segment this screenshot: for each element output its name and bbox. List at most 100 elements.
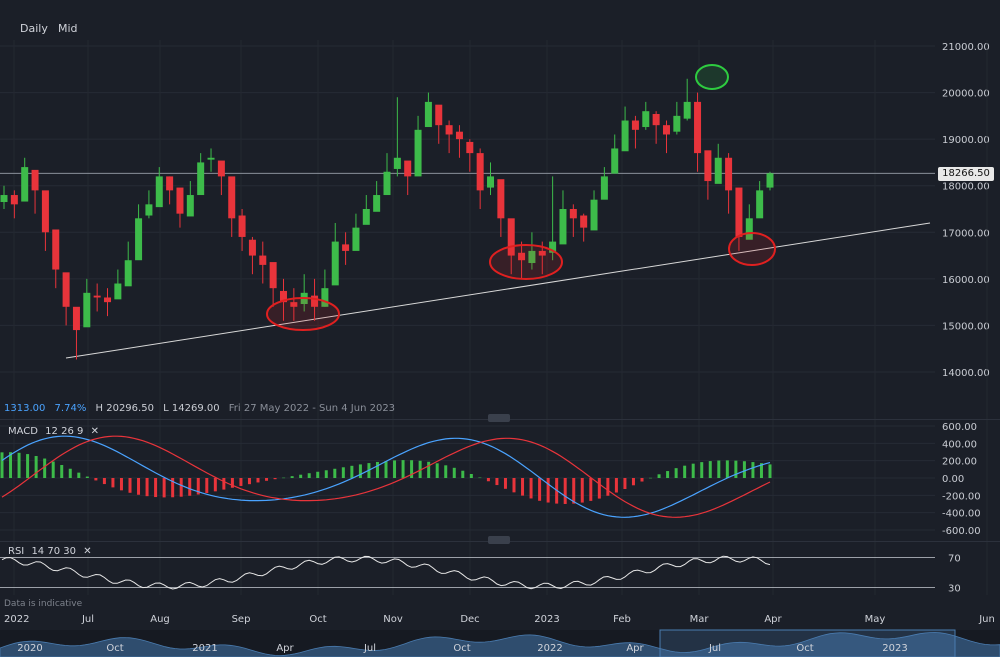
y-tick-label: 21000.00 — [942, 42, 990, 53]
macd-histogram-bar — [119, 478, 123, 491]
candle-body — [197, 162, 205, 196]
current-price-tag: 18266.50 — [938, 167, 994, 181]
support-trendline — [65, 222, 931, 359]
candle-body — [745, 218, 753, 240]
candle-body — [600, 176, 608, 200]
macd-histogram-bar — [452, 467, 456, 478]
candle-body — [714, 157, 722, 184]
candle-body — [342, 244, 350, 251]
candle-body — [694, 101, 702, 154]
x-tick-label: 2022 — [4, 614, 29, 625]
navigator-tick-label: Oct — [796, 643, 813, 654]
macd-histogram-bar — [154, 478, 158, 498]
macd-histogram-bar — [196, 478, 200, 495]
candle-body — [518, 252, 526, 261]
rsi-tick-label: 30 — [948, 584, 961, 595]
candle-body — [269, 262, 277, 289]
macd-histogram-bar — [410, 460, 414, 478]
macd-histogram-bar — [34, 456, 38, 478]
candle-body — [631, 120, 639, 130]
macd-histogram-bar — [666, 471, 670, 478]
disclaimer: Data is indicative — [4, 599, 83, 609]
candle-body — [311, 295, 319, 307]
macd-histogram-bar — [401, 460, 405, 478]
y-tick-label: 17000.00 — [942, 228, 990, 239]
candle-body — [569, 209, 577, 219]
macd-histogram-bar — [128, 478, 132, 493]
x-tick-label: Aug — [150, 614, 170, 625]
macd-title[interactable]: MACD 12 26 9 ✕ — [8, 426, 99, 437]
resize-handle[interactable] — [488, 414, 510, 422]
signal-line — [1, 435, 771, 518]
x-tick-label: Mar — [690, 614, 710, 625]
daily-timeframe-button[interactable]: Daily — [20, 22, 48, 35]
rsi-tick-label: 70 — [948, 554, 961, 565]
candle-body — [435, 104, 443, 126]
navigator-tick-label: 2020 — [17, 643, 42, 654]
close-icon[interactable]: ✕ — [83, 546, 92, 557]
macd-histogram-bar — [572, 478, 576, 504]
candle-body — [466, 141, 474, 154]
resize-handle[interactable] — [488, 536, 510, 544]
rsi-title[interactable]: RSI 14 70 30 ✕ — [8, 546, 92, 557]
macd-histogram-bar — [589, 478, 593, 501]
low-value: L 14269.00 — [163, 403, 220, 414]
macd-histogram-bar — [333, 468, 337, 478]
x-tick-label: May — [865, 614, 886, 625]
macd-tick-label: -200.00 — [942, 491, 981, 502]
mid-price-button[interactable]: Mid — [58, 22, 78, 35]
candle-body — [590, 199, 598, 231]
candle-body — [186, 195, 194, 217]
candle-body — [538, 250, 546, 256]
rsi-param: 30 — [63, 546, 77, 557]
macd-histogram-bar — [623, 478, 627, 490]
candle-body — [104, 297, 112, 303]
support-circle — [266, 297, 340, 331]
x-tick-label: 2023 — [534, 614, 559, 625]
macd-histogram-bar — [495, 478, 499, 486]
candle-body — [10, 195, 18, 205]
macd-histogram-bar — [512, 478, 516, 493]
candle-body — [766, 173, 774, 188]
candle-body — [31, 169, 39, 191]
navigator-tick-label: Apr — [276, 643, 294, 654]
macd-histogram-bar — [606, 478, 610, 496]
candle-body — [62, 272, 70, 307]
macd-histogram-bar — [759, 463, 763, 478]
candle-body — [207, 157, 215, 160]
macd-histogram-bar — [751, 462, 755, 478]
macd-histogram-bar — [316, 471, 320, 478]
candle-body — [735, 187, 743, 237]
macd-histogram-bar — [265, 478, 269, 481]
candle-body — [72, 306, 80, 331]
macd-histogram-bar — [631, 478, 635, 486]
macd-histogram-bar — [580, 478, 584, 503]
candle-body — [279, 290, 287, 303]
macd-histogram-bar — [341, 467, 345, 478]
macd-histogram-bar — [614, 478, 618, 493]
macd-histogram-bar — [26, 454, 30, 478]
macd-histogram-bar — [427, 461, 431, 478]
x-tick-label: Nov — [383, 614, 403, 625]
candle-body — [373, 195, 381, 212]
navigator-tick-label: 2021 — [192, 643, 217, 654]
macd-histogram-bar — [768, 464, 772, 478]
macd-histogram-bar — [290, 476, 294, 478]
candle-body — [476, 153, 484, 191]
macd-histogram-bar — [734, 460, 738, 478]
y-tick-label: 20000.00 — [942, 89, 990, 100]
navigator-tick-label: 2022 — [537, 643, 562, 654]
navigator-tick-label: 2023 — [882, 643, 907, 654]
info-bar: 1313.00 7.74% H 20296.50 L 14269.00 Fri … — [4, 403, 401, 414]
macd-histogram-bar — [307, 473, 311, 478]
navigator-tick-label: Jul — [363, 643, 376, 654]
candle-body — [0, 195, 8, 203]
macd-histogram-bar — [171, 478, 175, 498]
peak-circle — [695, 64, 729, 90]
candle-body — [642, 111, 650, 128]
close-icon[interactable]: ✕ — [90, 426, 99, 437]
macd-histogram-bar — [375, 461, 379, 478]
macd-histogram-bar — [9, 452, 13, 478]
candle-body — [331, 241, 339, 286]
